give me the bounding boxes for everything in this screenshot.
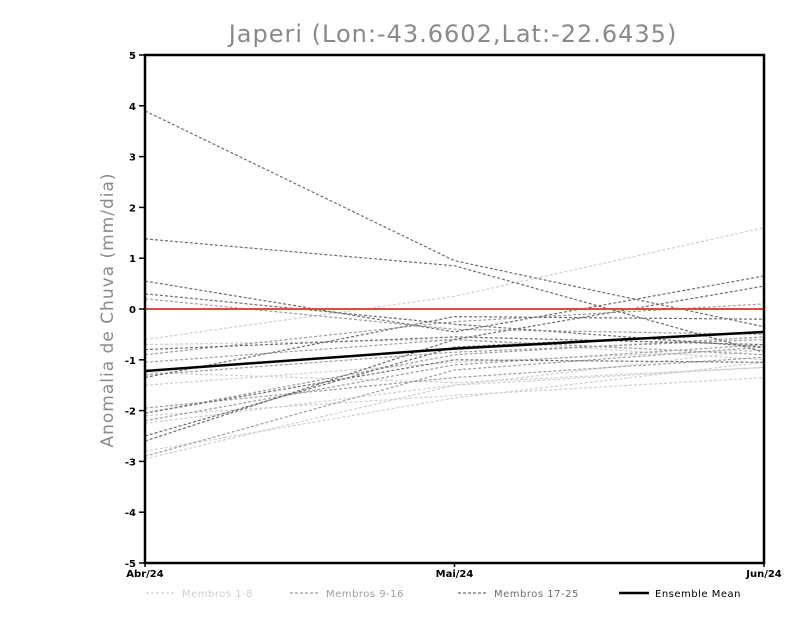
chart-title: Japeri (Lon:-43.6602,Lat:-22.6435) (227, 20, 678, 48)
y-tick-label: 4 (129, 102, 136, 113)
y-tick-label: 3 (129, 153, 136, 164)
series-line-group3-member1 (144, 110, 765, 328)
plot-area (144, 110, 765, 460)
legend-label: Membros 17-25 (494, 589, 579, 600)
series-line-group1-member3 (144, 366, 765, 384)
y-tick-label: 1 (129, 254, 136, 265)
legend-label: Ensemble Mean (655, 589, 741, 600)
y-tick-label: -2 (125, 407, 136, 418)
axes: -5 -4 -3 -2 -1 0 1 2 3 4 5 Abr/24 Mai/24 Jun/24 (125, 51, 782, 580)
y-tick-label: -4 (125, 508, 136, 519)
series-line-group3-member4 (144, 293, 765, 348)
y-tick-label: -3 (125, 457, 136, 468)
y-tick-label: -1 (125, 356, 136, 367)
series-line-group3-member2 (144, 238, 765, 353)
series-line-group1-member5 (144, 366, 765, 424)
series-line-group3-member9 (144, 285, 765, 442)
series-line-group3-member7 (144, 331, 765, 437)
x-tick-label: Mai/24 (436, 569, 474, 580)
y-tick-label: 5 (129, 51, 136, 62)
y-tick-label: 0 (129, 305, 136, 316)
series-line-group1-member6 (144, 349, 765, 386)
series-line-group1-member1 (144, 227, 765, 341)
y-tick-label: 2 (129, 203, 136, 214)
legend: Membros 1-8 Membros 9-16 Membros 17-25 Ense… (146, 589, 741, 600)
series-line-group1-member4 (144, 377, 765, 417)
series-line-group2-member7 (144, 346, 765, 457)
series-line-group2-member5 (144, 344, 765, 422)
ensemble-mean-line (144, 330, 765, 373)
x-tick-label: Jun/24 (745, 569, 782, 580)
legend-label: Membros 1-8 (182, 589, 253, 600)
series-line-group1-member7 (144, 361, 765, 452)
series-line-group2-member8 (144, 338, 765, 376)
series-line-group1-member2 (144, 338, 765, 361)
series-line-group3-member6 (144, 315, 765, 379)
legend-label: Membros 9-16 (326, 589, 404, 600)
series-line-group2-member1 (144, 298, 765, 335)
y-tick-label: -5 (125, 559, 136, 570)
x-tick-label: Abr/24 (126, 569, 163, 580)
series-line-group3-member5 (144, 336, 765, 351)
y-axis-label: Anomalia de Chuva (mm/dia) (98, 172, 118, 447)
series-line-group1-member8 (144, 349, 765, 460)
series-line-group3-member8 (144, 359, 765, 414)
series-line-group2-member4 (144, 336, 765, 414)
series-line-group2-member6 (144, 356, 765, 409)
series-line-group3-member3 (144, 275, 765, 333)
